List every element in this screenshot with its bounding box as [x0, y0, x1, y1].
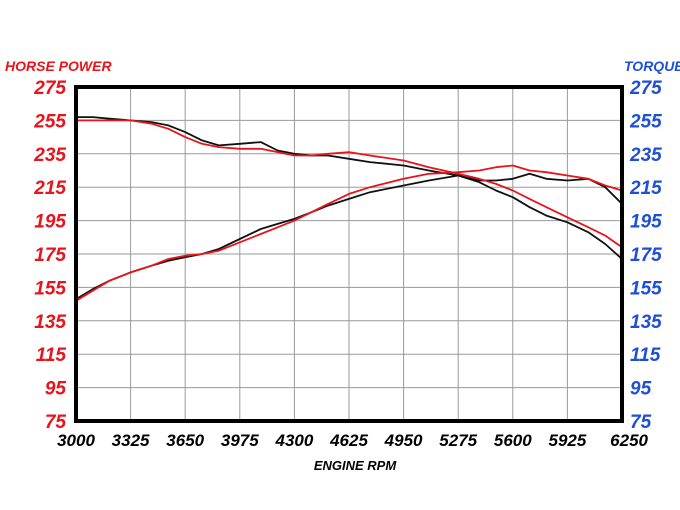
left-y-tick-label: 235 — [33, 145, 66, 166]
left-y-tick-label: 135 — [34, 312, 66, 333]
x-tick-label: 5925 — [548, 431, 586, 450]
x-tick-label: 4300 — [274, 431, 313, 450]
right-y-tick-label: 255 — [629, 111, 662, 132]
x-tick-label: 4950 — [384, 431, 423, 450]
left-y-tick-label: 175 — [34, 245, 66, 266]
x-tick-label: 4625 — [329, 431, 368, 450]
series-lines — [75, 116, 623, 302]
grid-lines — [75, 86, 623, 422]
x-tick-label: 3325 — [112, 431, 150, 450]
right-y-tick-label: 155 — [630, 278, 662, 299]
series-line-red-torque — [76, 119, 623, 249]
right-y-tick-label: 195 — [630, 212, 662, 233]
series-line-black-horsepower — [75, 174, 623, 300]
right-y-tick-label: 215 — [629, 178, 662, 199]
right-y-tick-label: 95 — [630, 379, 652, 400]
right-y-tick-label: 135 — [630, 312, 662, 333]
x-axis-title: ENGINE RPM — [314, 458, 398, 473]
x-tick-label: 5600 — [494, 431, 532, 450]
left-y-tick-label: 95 — [45, 379, 67, 400]
plot-frame — [74, 85, 624, 423]
left-axis-title: HORSE POWER — [5, 58, 112, 74]
right-y-tick-label: 275 — [629, 78, 662, 99]
x-tick-label: 3975 — [221, 431, 259, 450]
right-y-tick-label: 235 — [629, 145, 662, 166]
x-tick-label: 3650 — [166, 431, 204, 450]
x-tick-label: 5275 — [439, 431, 477, 450]
left-y-tick-label: 155 — [34, 278, 66, 299]
left-y-tick-label: 215 — [33, 178, 66, 199]
series-line-red-horsepower — [75, 164, 623, 302]
x-tick-label: 3000 — [57, 431, 95, 450]
left-y-tick-label: 115 — [36, 345, 67, 366]
series-line-black-torque — [76, 116, 623, 205]
right-y-tick-label: 115 — [630, 345, 661, 366]
left-y-tick-label: 75 — [45, 412, 67, 433]
right-axis-title: TORQUE — [624, 58, 680, 74]
x-tick-label: 6250 — [610, 431, 648, 450]
right-y-tick-label: 75 — [630, 412, 652, 433]
tick-labels: 275 255 235 215 195 175 155 135 115 95 75 275 255 235… — [33, 78, 662, 450]
left-y-tick-label: 275 — [33, 78, 66, 99]
left-y-tick-label: 255 — [33, 111, 66, 132]
left-y-tick-label: 195 — [34, 212, 66, 233]
right-y-tick-label: 175 — [630, 245, 662, 266]
